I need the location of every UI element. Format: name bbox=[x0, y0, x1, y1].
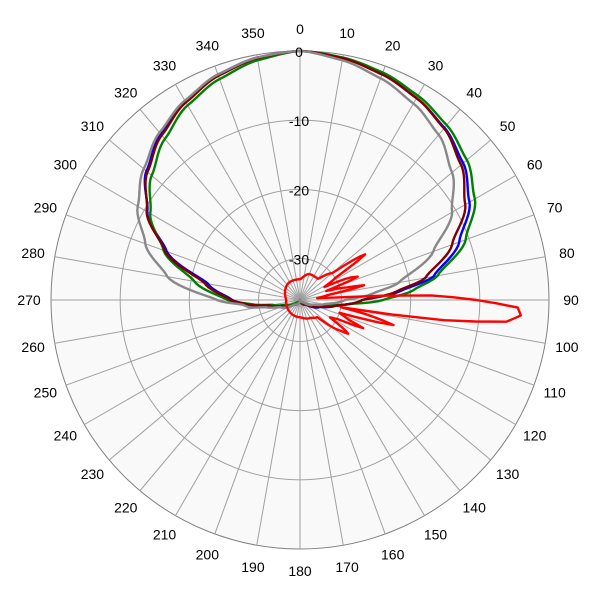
angle-tick-label: 310 bbox=[81, 118, 105, 134]
grid-spoke bbox=[214, 65, 301, 301]
angle-tick-label: 220 bbox=[114, 500, 138, 516]
angle-tick-label: 90 bbox=[563, 292, 579, 308]
grid-spoke bbox=[108, 299, 301, 461]
angle-tick-label: 130 bbox=[496, 466, 520, 482]
radial-tick-label: 0 bbox=[295, 44, 303, 60]
angle-tick-label: 340 bbox=[196, 37, 220, 53]
grid-spoke bbox=[299, 65, 386, 301]
label-layer: 0 10 20 30 40 50 60 70 80 90 100 110 120 130 140 150 160… bbox=[17, 21, 579, 579]
angle-tick-label: 230 bbox=[81, 466, 105, 482]
grid-spoke bbox=[139, 108, 301, 301]
angle-tick-label: 300 bbox=[54, 157, 78, 173]
angle-tick-label: 70 bbox=[547, 199, 563, 215]
angle-tick-label: 80 bbox=[559, 245, 575, 261]
angle-tick-label: 250 bbox=[34, 385, 58, 401]
grid-spoke bbox=[299, 299, 461, 492]
series-line-5 bbox=[283, 253, 522, 335]
angle-tick-label: 50 bbox=[500, 118, 516, 134]
angle-tick-label: 200 bbox=[196, 547, 220, 563]
grid-spoke bbox=[299, 108, 461, 301]
angle-tick-label: 140 bbox=[463, 500, 487, 516]
grid-spoke bbox=[65, 214, 301, 301]
angle-tick-label: 120 bbox=[523, 428, 547, 444]
angle-tick-label: 60 bbox=[527, 157, 543, 173]
angle-tick-label: 270 bbox=[17, 292, 41, 308]
angle-tick-label: 190 bbox=[241, 559, 265, 575]
radial-tick-label: -30 bbox=[289, 252, 309, 268]
grid-spoke bbox=[299, 54, 344, 301]
grid-spoke bbox=[299, 175, 516, 301]
grid-spoke bbox=[299, 299, 535, 386]
grid-spoke bbox=[299, 299, 386, 535]
radial-tick-label: -10 bbox=[289, 113, 309, 129]
angle-tick-label: 170 bbox=[335, 559, 359, 575]
grid-spoke bbox=[299, 84, 425, 301]
grid-spoke bbox=[256, 54, 301, 301]
angle-tick-label: 20 bbox=[385, 37, 401, 53]
angle-tick-label: 240 bbox=[54, 428, 78, 444]
grid-spoke bbox=[256, 299, 301, 546]
radial-tick-label: -20 bbox=[289, 182, 309, 198]
grid-spoke bbox=[175, 84, 301, 301]
grid-spoke bbox=[299, 299, 425, 516]
series-layer bbox=[136, 49, 522, 335]
angle-tick-label: 100 bbox=[555, 339, 579, 355]
angle-tick-label: 260 bbox=[21, 339, 45, 355]
angle-tick-label: 350 bbox=[241, 25, 265, 41]
angle-tick-label: 0 bbox=[296, 21, 304, 37]
grid-spoke bbox=[54, 256, 301, 301]
angle-tick-label: 330 bbox=[153, 57, 177, 73]
angle-tick-label: 150 bbox=[424, 527, 448, 543]
angle-tick-label: 30 bbox=[428, 57, 444, 73]
angle-tick-label: 180 bbox=[288, 563, 312, 579]
angle-tick-label: 110 bbox=[543, 385, 566, 401]
angle-tick-label: 290 bbox=[34, 199, 58, 215]
grid-spoke bbox=[139, 299, 301, 492]
grid-spoke bbox=[108, 139, 301, 301]
angle-tick-label: 320 bbox=[114, 84, 138, 100]
grid-spoke bbox=[214, 299, 301, 535]
grid-spoke bbox=[84, 175, 301, 301]
grid-spoke bbox=[175, 299, 301, 516]
angle-tick-label: 280 bbox=[21, 245, 45, 261]
grid-spoke bbox=[299, 299, 344, 546]
angle-tick-label: 160 bbox=[381, 547, 405, 563]
series-line-4 bbox=[136, 49, 456, 309]
angle-tick-label: 210 bbox=[153, 527, 177, 543]
angle-tick-label: 40 bbox=[466, 84, 482, 100]
angle-tick-label: 10 bbox=[339, 25, 355, 41]
grid-spoke bbox=[65, 299, 301, 386]
grid-spoke bbox=[84, 299, 301, 425]
